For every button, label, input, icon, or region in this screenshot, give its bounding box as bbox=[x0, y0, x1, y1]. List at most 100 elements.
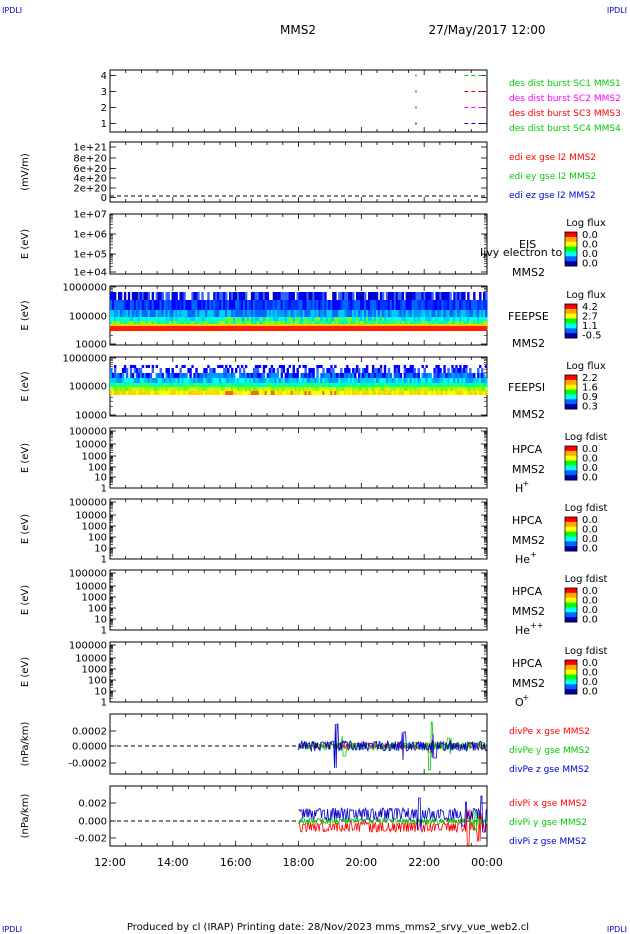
heatmap-cell bbox=[183, 300, 186, 310]
heatmap-cell bbox=[439, 373, 442, 378]
heatmap-cell bbox=[453, 387, 456, 391]
heatmap-cell bbox=[242, 317, 246, 321]
heatmap-cell bbox=[145, 391, 149, 395]
heatmap-cell bbox=[393, 387, 397, 391]
heatmap-cell bbox=[292, 373, 295, 378]
heatmap-cell bbox=[453, 324, 456, 326]
heatmap-cell bbox=[360, 321, 363, 324]
heatmap-cell bbox=[119, 292, 123, 300]
heatmap-cell bbox=[310, 326, 313, 331]
heatmap-cell bbox=[475, 383, 478, 387]
heatmap-cell bbox=[286, 383, 289, 387]
heatmap-cell bbox=[141, 326, 145, 331]
y-axis-label: E (eV) bbox=[20, 229, 31, 259]
heatmap-cell bbox=[320, 310, 323, 317]
heatmap-cell bbox=[207, 365, 210, 368]
heatmap-cell bbox=[159, 317, 162, 321]
heatmap-cell bbox=[334, 378, 337, 383]
heatmap-cell bbox=[375, 317, 379, 321]
heatmap-cell bbox=[165, 378, 168, 383]
heatmap-cell bbox=[373, 326, 377, 331]
heatmap-cell bbox=[459, 321, 462, 324]
heatmap-cell bbox=[177, 373, 180, 378]
heatmap-cell bbox=[173, 300, 176, 310]
heatmap-cell bbox=[399, 326, 403, 331]
heatmap-cell bbox=[421, 387, 424, 391]
heatmap-cell bbox=[330, 383, 333, 387]
heatmap-cell bbox=[314, 321, 317, 324]
heatmap-cell bbox=[459, 324, 462, 326]
heatmap-cell bbox=[399, 321, 403, 324]
heatmap-cell bbox=[342, 300, 345, 310]
heatmap-cell bbox=[395, 310, 399, 317]
heatmap-cell bbox=[316, 292, 319, 300]
heatmap-cell bbox=[407, 324, 411, 326]
heatmap-cell bbox=[183, 387, 186, 391]
heatmap-cell bbox=[441, 310, 444, 317]
heatmap-cell bbox=[266, 321, 270, 324]
heatmap-cell bbox=[187, 317, 190, 321]
heatmap-cell bbox=[155, 300, 159, 310]
heatmap-cell bbox=[356, 378, 359, 383]
heatmap-cell bbox=[356, 368, 359, 373]
heatmap-cell bbox=[233, 292, 236, 300]
heatmap-cell bbox=[161, 391, 164, 395]
heatmap-cell bbox=[435, 292, 438, 300]
heatmap-cell bbox=[129, 321, 133, 324]
colorbar-segment bbox=[565, 521, 577, 528]
heatmap-cell bbox=[240, 300, 244, 310]
heatmap-cell bbox=[316, 387, 319, 391]
heatmap-cell bbox=[227, 383, 230, 387]
heatmap-cell bbox=[264, 383, 268, 387]
heatmap-cell bbox=[121, 326, 125, 331]
heatmap-cell bbox=[377, 324, 381, 326]
y-tick-label: 1000000 bbox=[62, 283, 107, 294]
heatmap-cell bbox=[165, 317, 168, 321]
heatmap-cell bbox=[125, 373, 129, 378]
heatmap-cell bbox=[457, 391, 460, 395]
heatmap-cell bbox=[358, 310, 361, 317]
y-tick-label: 1e+06 bbox=[73, 230, 107, 241]
spacecraft-label: MMS2 bbox=[512, 463, 545, 476]
heatmap-cell bbox=[139, 326, 143, 331]
heatmap-cell bbox=[147, 383, 151, 387]
heatmap-cell bbox=[209, 326, 212, 331]
heatmap-cell bbox=[233, 321, 236, 324]
heatmap-cell bbox=[278, 387, 282, 391]
heatmap-cell bbox=[312, 292, 315, 300]
heatmap-cell bbox=[354, 321, 357, 324]
heatmap-cell bbox=[147, 317, 151, 321]
heatmap-cell bbox=[121, 324, 125, 326]
heatmap-cell bbox=[403, 387, 407, 391]
heatmap-cell bbox=[235, 378, 238, 383]
heatmap-cell bbox=[153, 317, 157, 321]
heatmap-cell bbox=[367, 373, 371, 378]
heatmap-cell bbox=[300, 383, 303, 387]
heatmap-cell bbox=[423, 368, 426, 373]
heatmap-cell bbox=[211, 391, 214, 395]
heatmap-cell bbox=[393, 326, 397, 331]
heatmap-cell bbox=[133, 317, 137, 321]
heatmap-cell bbox=[411, 292, 414, 300]
heatmap-cell bbox=[421, 317, 424, 321]
heatmap-cell bbox=[250, 383, 254, 387]
heatmap-cell bbox=[379, 391, 383, 395]
heatmap-cell bbox=[441, 391, 444, 395]
heatmap-cell bbox=[308, 387, 311, 391]
heatmap-cell bbox=[274, 387, 278, 391]
heatmap-cell bbox=[153, 300, 157, 310]
heatmap-cell bbox=[387, 310, 391, 317]
heatmap-cell bbox=[344, 324, 347, 326]
y-axis-label: E (eV) bbox=[20, 371, 31, 401]
heatmap-cell bbox=[340, 317, 343, 321]
heatmap-cell bbox=[213, 383, 216, 387]
heatmap-cell bbox=[326, 300, 329, 310]
heatmap-cell bbox=[395, 368, 399, 373]
heatmap-cell bbox=[175, 310, 178, 317]
heatmap-cell bbox=[225, 378, 228, 383]
heatmap-cell bbox=[419, 292, 422, 300]
heatmap-cell bbox=[153, 321, 157, 324]
heatmap-cell bbox=[133, 310, 137, 317]
heatmap-cell bbox=[195, 310, 198, 317]
